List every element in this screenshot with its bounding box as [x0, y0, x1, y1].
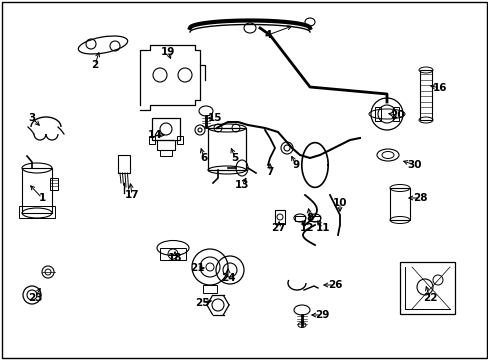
Text: 29: 29 — [314, 310, 328, 320]
Text: 30: 30 — [407, 160, 421, 170]
Text: 11: 11 — [315, 223, 329, 233]
Text: 2: 2 — [91, 60, 99, 70]
Bar — [50, 178, 58, 190]
Bar — [309, 216, 319, 221]
Text: 9: 9 — [292, 160, 299, 170]
Bar — [160, 248, 185, 260]
Text: 17: 17 — [124, 190, 139, 200]
Text: 25: 25 — [194, 298, 209, 308]
Text: 1: 1 — [38, 193, 45, 203]
Text: 7: 7 — [266, 167, 273, 177]
Text: 14: 14 — [147, 130, 162, 140]
Bar — [294, 216, 305, 221]
Bar — [160, 150, 172, 156]
Bar — [149, 136, 155, 144]
Bar — [389, 188, 409, 220]
Bar — [207, 128, 245, 170]
Text: 6: 6 — [200, 153, 207, 163]
Bar — [419, 70, 431, 120]
Text: 24: 24 — [220, 273, 235, 283]
Text: 22: 22 — [422, 293, 436, 303]
Text: 20: 20 — [389, 110, 404, 120]
Bar — [274, 210, 285, 224]
Text: 12: 12 — [299, 223, 314, 233]
Bar — [19, 206, 55, 218]
Text: 19: 19 — [161, 47, 175, 57]
Bar — [177, 136, 183, 144]
Bar — [22, 168, 52, 213]
Text: 13: 13 — [234, 180, 249, 190]
Text: 10: 10 — [332, 198, 346, 208]
Text: 27: 27 — [270, 223, 285, 233]
Text: 23: 23 — [28, 293, 42, 303]
Bar — [157, 140, 175, 150]
Bar — [203, 285, 217, 293]
Text: 8: 8 — [306, 213, 313, 223]
Bar — [392, 107, 398, 121]
Text: 5: 5 — [231, 153, 238, 163]
Text: 3: 3 — [28, 113, 36, 123]
Bar — [118, 155, 130, 173]
Text: 21: 21 — [189, 263, 204, 273]
Bar — [399, 262, 454, 314]
Text: 16: 16 — [432, 83, 447, 93]
Bar — [152, 118, 180, 140]
Text: 15: 15 — [207, 113, 222, 123]
Text: 4: 4 — [264, 30, 271, 40]
Text: 28: 28 — [412, 193, 427, 203]
Bar — [374, 107, 380, 121]
Text: 18: 18 — [167, 253, 182, 263]
Text: 26: 26 — [327, 280, 342, 290]
